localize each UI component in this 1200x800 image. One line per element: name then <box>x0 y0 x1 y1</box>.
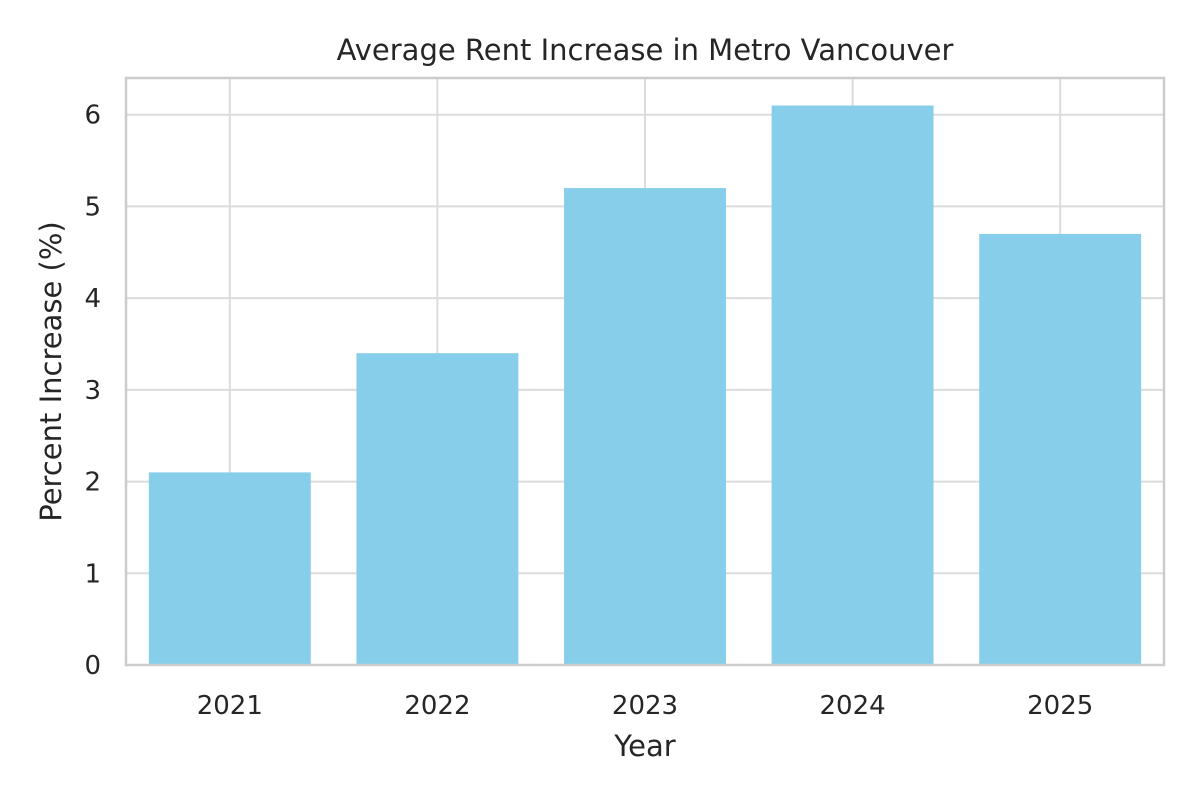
bar-2021 <box>148 472 311 665</box>
bar-2024 <box>771 105 934 665</box>
y-tick-label: 1 <box>84 559 101 589</box>
y-axis-label: Percent Increase (%) <box>34 221 68 521</box>
x-tick-labels: 2021 2022 2023 2024 2025 <box>197 691 1094 721</box>
y-tick-label: 5 <box>84 192 101 222</box>
x-axis-label: Year <box>613 729 675 763</box>
bar-2025 <box>979 233 1142 665</box>
y-tick-labels: 0 1 2 3 4 5 6 <box>84 101 101 681</box>
y-tick-label: 0 <box>84 651 101 681</box>
bars <box>148 105 1142 665</box>
x-tick-label: 2021 <box>197 691 263 721</box>
x-tick-label: 2024 <box>820 691 886 721</box>
y-tick-label: 3 <box>84 376 101 406</box>
x-tick-label: 2022 <box>404 691 470 721</box>
x-tick-label: 2025 <box>1027 691 1093 721</box>
y-tick-label: 2 <box>84 468 101 498</box>
plot-frame <box>124 76 1166 667</box>
chart-title: Average Rent Increase in Metro Vancouver <box>337 33 954 67</box>
bar-2023 <box>564 188 726 665</box>
bar-2022 <box>356 353 519 665</box>
y-tick-label: 6 <box>84 101 101 131</box>
x-tick-label: 2023 <box>612 691 678 721</box>
y-tick-label: 4 <box>84 284 101 314</box>
